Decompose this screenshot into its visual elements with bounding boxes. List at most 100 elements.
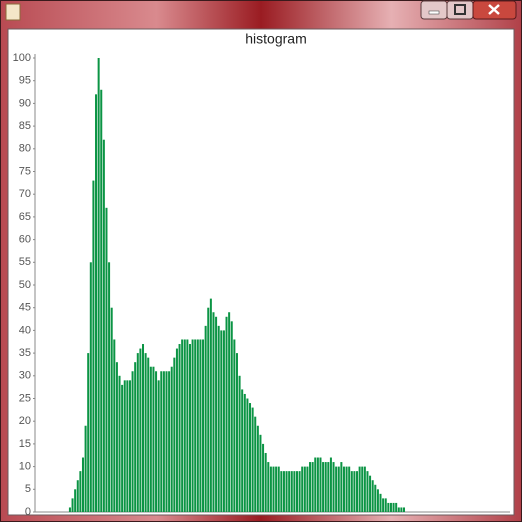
bar xyxy=(188,344,191,512)
bar xyxy=(228,312,231,512)
bar xyxy=(230,321,233,512)
bar xyxy=(309,462,312,512)
bar xyxy=(110,307,113,512)
y-tick-label: 60 xyxy=(19,234,31,246)
bar xyxy=(207,307,210,512)
bar xyxy=(155,371,158,512)
bar xyxy=(392,502,395,512)
bar xyxy=(123,380,126,512)
bar xyxy=(288,471,291,512)
bar xyxy=(374,484,377,512)
bar xyxy=(175,348,178,512)
bar xyxy=(87,353,90,512)
bar xyxy=(259,434,262,512)
bar xyxy=(243,393,246,512)
bar xyxy=(215,316,218,512)
bar xyxy=(382,498,385,512)
bar xyxy=(157,380,160,512)
bar xyxy=(97,58,100,512)
bar xyxy=(113,339,116,512)
bar xyxy=(275,466,278,512)
bar xyxy=(68,507,71,512)
bar xyxy=(241,389,244,512)
plot: histogram 0 5 10 15 20 25 30 35 40 45 50 55 60 65 70 75… xyxy=(13,31,510,518)
bar xyxy=(235,353,238,512)
bar xyxy=(147,357,150,512)
bar xyxy=(264,452,267,512)
bar xyxy=(95,94,98,512)
bar xyxy=(105,207,108,512)
bar xyxy=(238,375,241,512)
bar xyxy=(356,471,359,512)
bar xyxy=(251,407,254,512)
y-tick-label: 80 xyxy=(19,143,31,155)
bar xyxy=(267,462,270,512)
y-tick-label: 25 xyxy=(19,392,31,404)
y-tick-label: 85 xyxy=(19,120,31,132)
bar xyxy=(74,489,77,512)
bar xyxy=(301,466,304,512)
bar xyxy=(131,371,134,512)
minimize-button[interactable] xyxy=(420,0,448,20)
bar xyxy=(134,362,137,512)
bar xyxy=(322,462,325,512)
bar xyxy=(165,371,168,512)
bar xyxy=(212,312,215,512)
bar xyxy=(280,471,283,512)
bar xyxy=(168,371,171,512)
bar xyxy=(121,384,124,512)
bar xyxy=(262,443,265,512)
bar xyxy=(136,353,139,512)
y-tick-label: 70 xyxy=(19,188,31,200)
bar xyxy=(303,466,306,512)
bar xyxy=(225,316,228,512)
bar xyxy=(220,330,223,512)
bar xyxy=(384,498,387,512)
bar xyxy=(295,471,298,512)
client-area xyxy=(7,28,515,516)
y-tick-label: 10 xyxy=(19,461,31,473)
bar xyxy=(327,462,330,512)
bar xyxy=(316,457,319,512)
bar xyxy=(233,339,236,512)
maximize-icon xyxy=(454,4,466,15)
bar xyxy=(397,507,400,512)
bar xyxy=(400,507,403,512)
bar xyxy=(342,466,345,512)
app-icon xyxy=(5,3,21,21)
bar xyxy=(196,339,199,512)
bar xyxy=(76,480,79,512)
bar xyxy=(162,371,165,512)
bar xyxy=(314,457,317,512)
y-tick-label: 55 xyxy=(19,256,31,268)
bar xyxy=(149,366,152,512)
bar xyxy=(376,489,379,512)
bar xyxy=(89,262,92,512)
bar xyxy=(102,139,105,512)
bar xyxy=(222,330,225,512)
bar xyxy=(389,502,392,512)
bar xyxy=(324,462,327,512)
bar xyxy=(126,380,129,512)
maximize-button[interactable] xyxy=(446,0,474,20)
bar xyxy=(282,471,285,512)
bar xyxy=(204,325,207,512)
y-tick-label: 40 xyxy=(19,324,31,336)
bar xyxy=(152,366,155,512)
bar xyxy=(332,462,335,512)
bar xyxy=(350,471,353,512)
bar xyxy=(277,466,280,512)
bar xyxy=(335,466,338,512)
bar xyxy=(84,425,87,512)
bar xyxy=(249,403,252,512)
bar xyxy=(170,366,173,512)
y-tick-label: 65 xyxy=(19,211,31,223)
chart-title: histogram xyxy=(245,31,306,47)
bar xyxy=(100,89,103,512)
y-tick-label: 45 xyxy=(19,302,31,314)
bar xyxy=(183,339,186,512)
bar xyxy=(191,339,194,512)
close-icon xyxy=(488,4,500,15)
